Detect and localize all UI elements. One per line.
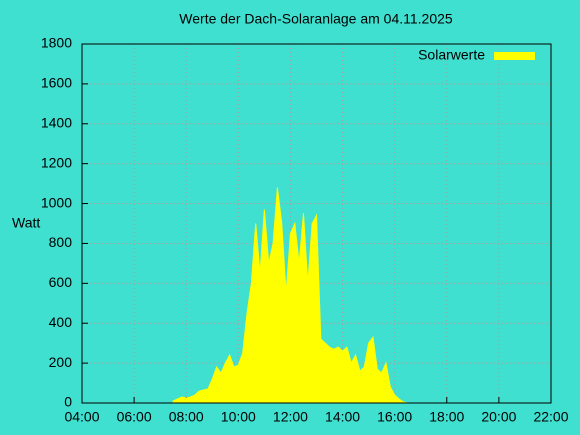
y-tick-label: 200 <box>49 354 73 370</box>
x-tick-label: 08:00 <box>169 409 204 425</box>
x-tick-label: 14:00 <box>325 409 360 425</box>
legend-label: Solarwerte <box>418 47 485 63</box>
y-tick-label: 600 <box>49 274 73 290</box>
x-tick-label: 06:00 <box>117 409 152 425</box>
x-tick-label: 20:00 <box>481 409 516 425</box>
y-tick-label: 1600 <box>41 75 72 91</box>
y-tick-label: 1800 <box>41 35 72 51</box>
x-tick-label: 10:00 <box>221 409 256 425</box>
x-tick-label: 04:00 <box>64 409 99 425</box>
y-tick-label: 1400 <box>41 114 72 130</box>
y-tick-label: 0 <box>64 394 72 410</box>
chart-title: Werte der Dach-Solaranlage am 04.11.2025 <box>179 11 453 27</box>
x-tick-label: 18:00 <box>429 409 464 425</box>
x-tick-label: 16:00 <box>377 409 412 425</box>
area <box>172 187 408 404</box>
y-tick-label: 800 <box>49 234 73 250</box>
legend-swatch <box>494 52 535 60</box>
y-axis-label: Watt <box>12 215 40 231</box>
y-tick-label: 400 <box>49 314 73 330</box>
y-tick-label: 1200 <box>41 154 72 170</box>
x-tick-label: 12:00 <box>273 409 308 425</box>
x-tick-label: 22:00 <box>533 409 568 425</box>
plot-frame <box>81 43 552 404</box>
y-tick-label: 1000 <box>41 194 72 210</box>
